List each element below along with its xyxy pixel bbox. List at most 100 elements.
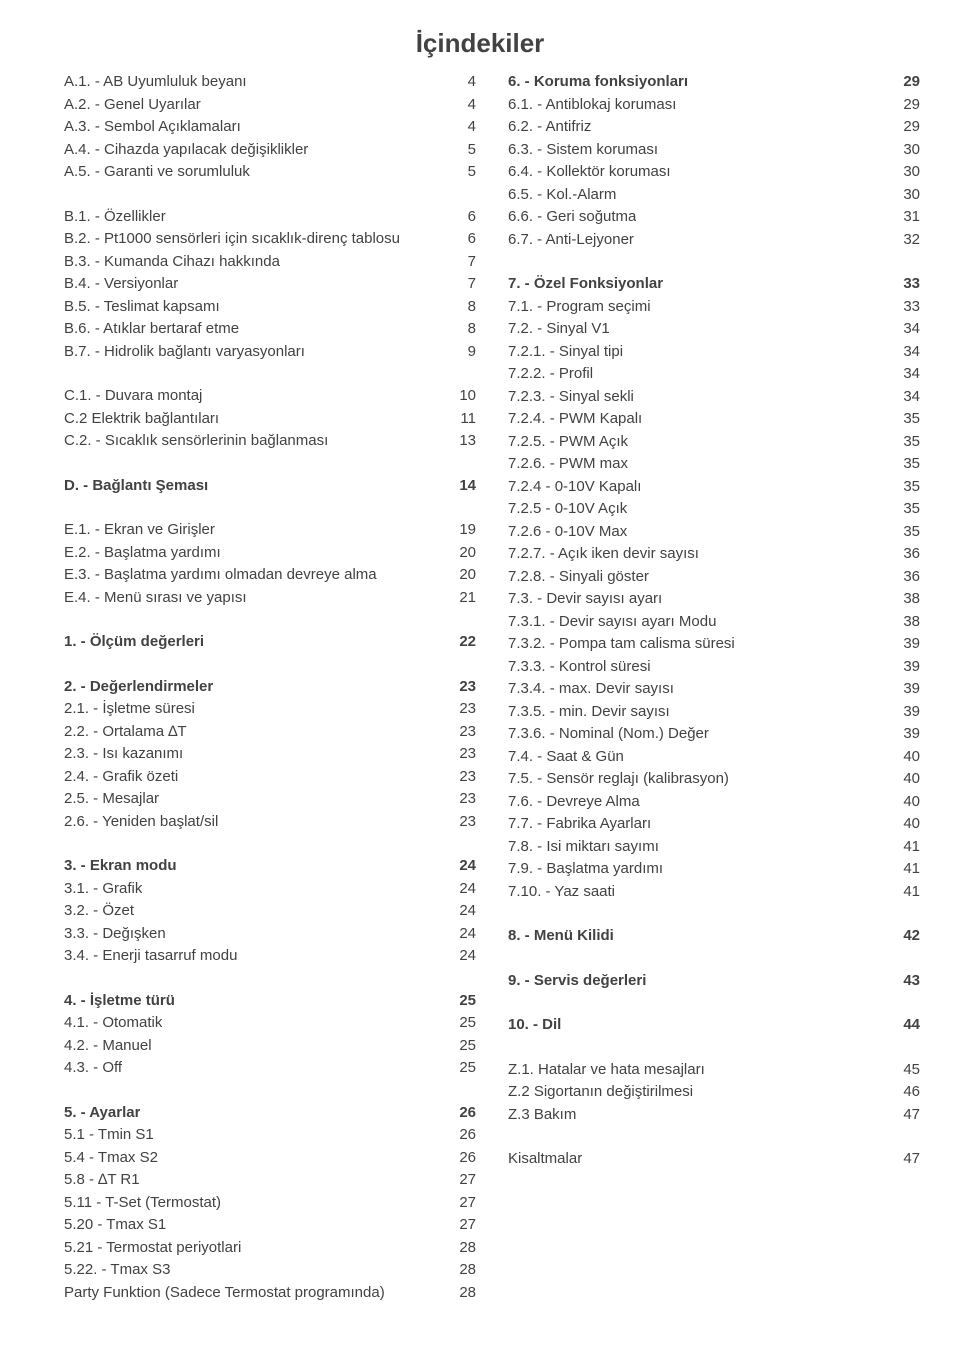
toc-row: Z.3 Bakım47 xyxy=(508,1104,920,1127)
toc-row: 3.3. - Değışken24 xyxy=(64,923,476,946)
toc-page: 4 xyxy=(460,116,476,139)
toc-row: C.2 Elektrik bağlantıları11 xyxy=(64,408,476,431)
toc-page: 35 xyxy=(895,498,920,521)
toc-row: 6. - Koruma fonksiyonları29 xyxy=(508,71,920,94)
toc-row: 6.1. - Antiblokaj koruması29 xyxy=(508,94,920,117)
toc-label: D. - Bağlantı Şeması xyxy=(64,475,208,498)
toc-page: 25 xyxy=(451,990,476,1013)
toc-label: C.2. - Sıcaklık sensörlerinin bağlanması xyxy=(64,430,328,453)
toc-page: 35 xyxy=(895,408,920,431)
toc-page: 23 xyxy=(451,766,476,789)
toc-page: 35 xyxy=(895,453,920,476)
toc-row: 2.4. - Grafik özeti23 xyxy=(64,766,476,789)
toc-page: 20 xyxy=(451,542,476,565)
toc-label: E.2. - Başlatma yardımı xyxy=(64,542,221,565)
toc-page: 44 xyxy=(895,1014,920,1037)
toc-page: 29 xyxy=(895,71,920,94)
toc-label: 5.11 - T-Set (Termostat) xyxy=(64,1192,221,1215)
toc-page: 4 xyxy=(460,94,476,117)
toc-label: 7.3.3. - Kontrol süresi xyxy=(508,656,651,679)
toc-page: 40 xyxy=(895,746,920,769)
toc-page: 25 xyxy=(451,1012,476,1035)
toc-row: 7.10. - Yaz saati41 xyxy=(508,881,920,904)
toc-row: 7.2.5 - 0-10V Açık35 xyxy=(508,498,920,521)
toc-label: 7.1. - Program seçimi xyxy=(508,296,651,319)
toc-gap xyxy=(508,903,920,925)
toc-page: 34 xyxy=(895,341,920,364)
toc-row: 9. - Servis değerleri43 xyxy=(508,970,920,993)
toc-label: B.5. - Teslimat kapsamı xyxy=(64,296,220,319)
toc-label: 7.2.6 - 0-10V Max xyxy=(508,521,627,544)
toc-row: 7.2.5. - PWM Açık35 xyxy=(508,431,920,454)
toc-label: 3. - Ekran modu xyxy=(64,855,177,878)
toc-page: 28 xyxy=(451,1237,476,1260)
toc-page: 33 xyxy=(895,296,920,319)
toc-label: 7.2.5. - PWM Açık xyxy=(508,431,628,454)
toc-label: E.1. - Ekran ve Girişler xyxy=(64,519,215,542)
toc-gap xyxy=(508,1126,920,1148)
toc-label: E.4. - Menü sırası ve yapısı xyxy=(64,587,247,610)
toc-label: 8. - Menü Kilidi xyxy=(508,925,614,948)
toc-label: 3.4. - Enerji tasarruf modu xyxy=(64,945,237,968)
toc-gap xyxy=(64,654,476,676)
toc-row: A.4. - Cihazda yapılacak değişiklikler5 xyxy=(64,139,476,162)
toc-label: 3.1. - Grafik xyxy=(64,878,142,901)
toc-label: 7.2.4. - PWM Kapalı xyxy=(508,408,642,431)
toc-row: 7.2.1. - Sinyal tipi34 xyxy=(508,341,920,364)
toc-page: 34 xyxy=(895,386,920,409)
toc-label: B.3. - Kumanda Cihazı hakkında xyxy=(64,251,280,274)
toc-page: 26 xyxy=(451,1124,476,1147)
toc-page: 27 xyxy=(451,1192,476,1215)
toc-gap xyxy=(64,1080,476,1102)
toc-label: 5.20 - Tmax S1 xyxy=(64,1214,166,1237)
toc-gap xyxy=(508,992,920,1014)
toc-label: C.1. - Duvara montaj xyxy=(64,385,202,408)
toc-page: 39 xyxy=(895,723,920,746)
toc-row: D. - Bağlantı Şeması14 xyxy=(64,475,476,498)
toc-page: 30 xyxy=(895,139,920,162)
toc-label: B.6. - Atıklar bertaraf etme xyxy=(64,318,239,341)
toc-row: B.4. - Versiyonlar7 xyxy=(64,273,476,296)
toc-label: 4. - İşletme türü xyxy=(64,990,175,1013)
toc-page: 23 xyxy=(451,788,476,811)
toc-page: 4 xyxy=(460,71,476,94)
toc-page: 11 xyxy=(452,408,476,431)
toc-row: E.4. - Menü sırası ve yapısı21 xyxy=(64,587,476,610)
toc-label: 5.1 - Tmin S1 xyxy=(64,1124,154,1147)
toc-label: Party Funktion (Sadece Termostat program… xyxy=(64,1282,385,1305)
toc-page: 38 xyxy=(895,588,920,611)
toc-row: 5.20 - Tmax S1 27 xyxy=(64,1214,476,1237)
toc-gap xyxy=(64,833,476,855)
toc-row: 7.2.3. - Sinyal sekli 34 xyxy=(508,386,920,409)
toc-label: 6.4. - Kollektör koruması xyxy=(508,161,671,184)
toc-page: 33 xyxy=(895,273,920,296)
toc-page: 45 xyxy=(895,1059,920,1082)
toc-row: E.3. - Başlatma yardımı olmadan devreye … xyxy=(64,564,476,587)
toc-row: 6.3. - Sistem koruması30 xyxy=(508,139,920,162)
toc-page: 27 xyxy=(451,1169,476,1192)
toc-label: 5.8 - ∆T R1 xyxy=(64,1169,140,1192)
toc-label: 7.2.3. - Sinyal sekli xyxy=(508,386,634,409)
toc-page: 23 xyxy=(451,721,476,744)
toc-label: 7.3.4. - max. Devir sayısı xyxy=(508,678,674,701)
toc-row: 7.2. - Sinyal V1 34 xyxy=(508,318,920,341)
toc-label: 7.2.8. - Sinyali göster xyxy=(508,566,649,589)
toc-label: 7.2. - Sinyal V1 xyxy=(508,318,610,341)
toc-page: 40 xyxy=(895,791,920,814)
toc-page: 19 xyxy=(451,519,476,542)
toc-row: 7.3. - Devir sayısı ayarı38 xyxy=(508,588,920,611)
toc-page: 34 xyxy=(895,318,920,341)
toc-page: 27 xyxy=(451,1214,476,1237)
toc-page: 24 xyxy=(451,878,476,901)
toc-page: 36 xyxy=(895,566,920,589)
toc-columns: A.1. - AB Uyumluluk beyanı4A.2. - Genel … xyxy=(64,71,920,1304)
toc-label: 4.3. - Off xyxy=(64,1057,122,1080)
toc-page: 25 xyxy=(451,1057,476,1080)
toc-page: 7 xyxy=(460,251,476,274)
toc-row: A.3. - Sembol Açıklamaları4 xyxy=(64,116,476,139)
toc-row: 7.3.5. - min. Devir sayısı39 xyxy=(508,701,920,724)
toc-row: 7.3.2. - Pompa tam calisma süresi39 xyxy=(508,633,920,656)
toc-row: 6.2. - Antifriz29 xyxy=(508,116,920,139)
toc-row: Z.2 Sigortanın değiştirilmesi46 xyxy=(508,1081,920,1104)
toc-label: 4.2. - Manuel xyxy=(64,1035,152,1058)
